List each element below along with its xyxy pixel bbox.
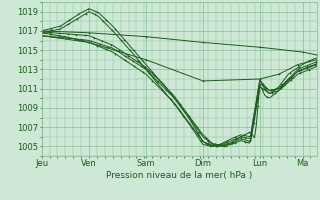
X-axis label: Pression niveau de la mer( hPa ): Pression niveau de la mer( hPa ) bbox=[106, 171, 252, 180]
